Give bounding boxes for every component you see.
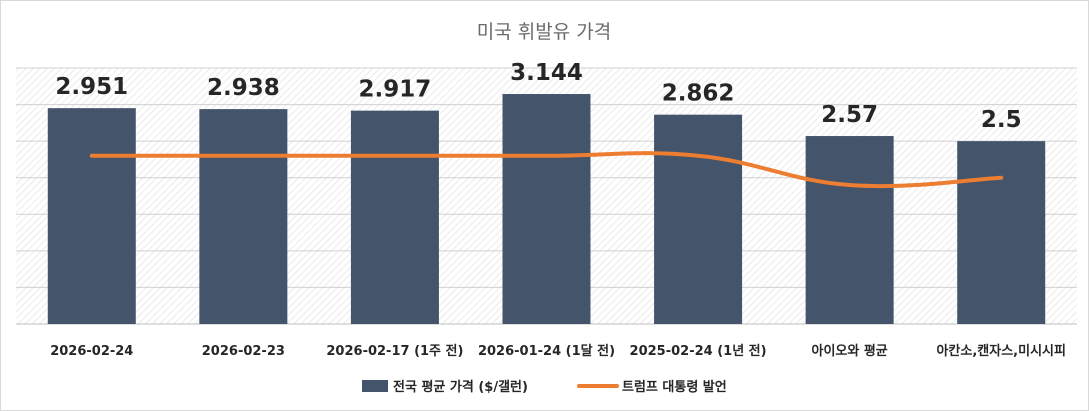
x-tick-label-1: 2026-02-23 bbox=[202, 344, 285, 359]
bar-1 bbox=[199, 109, 288, 324]
bars bbox=[47, 94, 1046, 325]
x-tick-label-0: 2026-02-24 bbox=[50, 344, 133, 359]
bar-4 bbox=[654, 114, 743, 324]
legend: 전국 평균 가격 ($/갤런) 트럼프 대통령 발언 bbox=[362, 379, 727, 395]
data-label-0: 2.951 bbox=[55, 74, 128, 100]
series-line-trump bbox=[89, 151, 1004, 189]
legend-label-line: 트럼프 대통령 발언 bbox=[622, 379, 727, 395]
bar-3 bbox=[502, 94, 591, 325]
x-tick-label-2: 2026-02-17 (1주 전) bbox=[326, 343, 463, 359]
data-label-2: 2.917 bbox=[359, 77, 432, 103]
x-tick-label-3: 2026-01-24 (1달 전) bbox=[478, 343, 615, 359]
data-label-3: 3.144 bbox=[510, 60, 583, 86]
data-labels: 2.951 2.938 2.917 3.144 2.862 2.57 2.5 bbox=[55, 60, 1021, 133]
chart-title: 미국 휘발유 가격 bbox=[477, 21, 611, 43]
x-tick-label-6: 아칸소,캔자스,미시시피 bbox=[936, 343, 1065, 359]
legend-swatch-bar bbox=[362, 380, 388, 392]
bar-6 bbox=[957, 141, 1046, 324]
bar-2 bbox=[350, 110, 439, 324]
bar-5 bbox=[805, 136, 894, 324]
data-label-4: 2.862 bbox=[662, 81, 735, 107]
x-tick-label-4: 2025-02-24 (1년 전) bbox=[630, 343, 767, 359]
x-tick-label-5: 아이오와 평균 bbox=[811, 343, 887, 359]
data-label-5: 2.57 bbox=[821, 102, 878, 128]
legend-label-bar: 전국 평균 가격 ($/갤런) bbox=[393, 379, 528, 395]
data-label-1: 2.938 bbox=[207, 75, 280, 101]
data-label-6: 2.5 bbox=[981, 107, 1022, 133]
x-axis-ticks: 2026-02-24 2026-02-23 2026-02-17 (1주 전) 202… bbox=[50, 343, 1066, 359]
bar-0 bbox=[47, 108, 136, 324]
series-lines bbox=[89, 151, 1004, 189]
